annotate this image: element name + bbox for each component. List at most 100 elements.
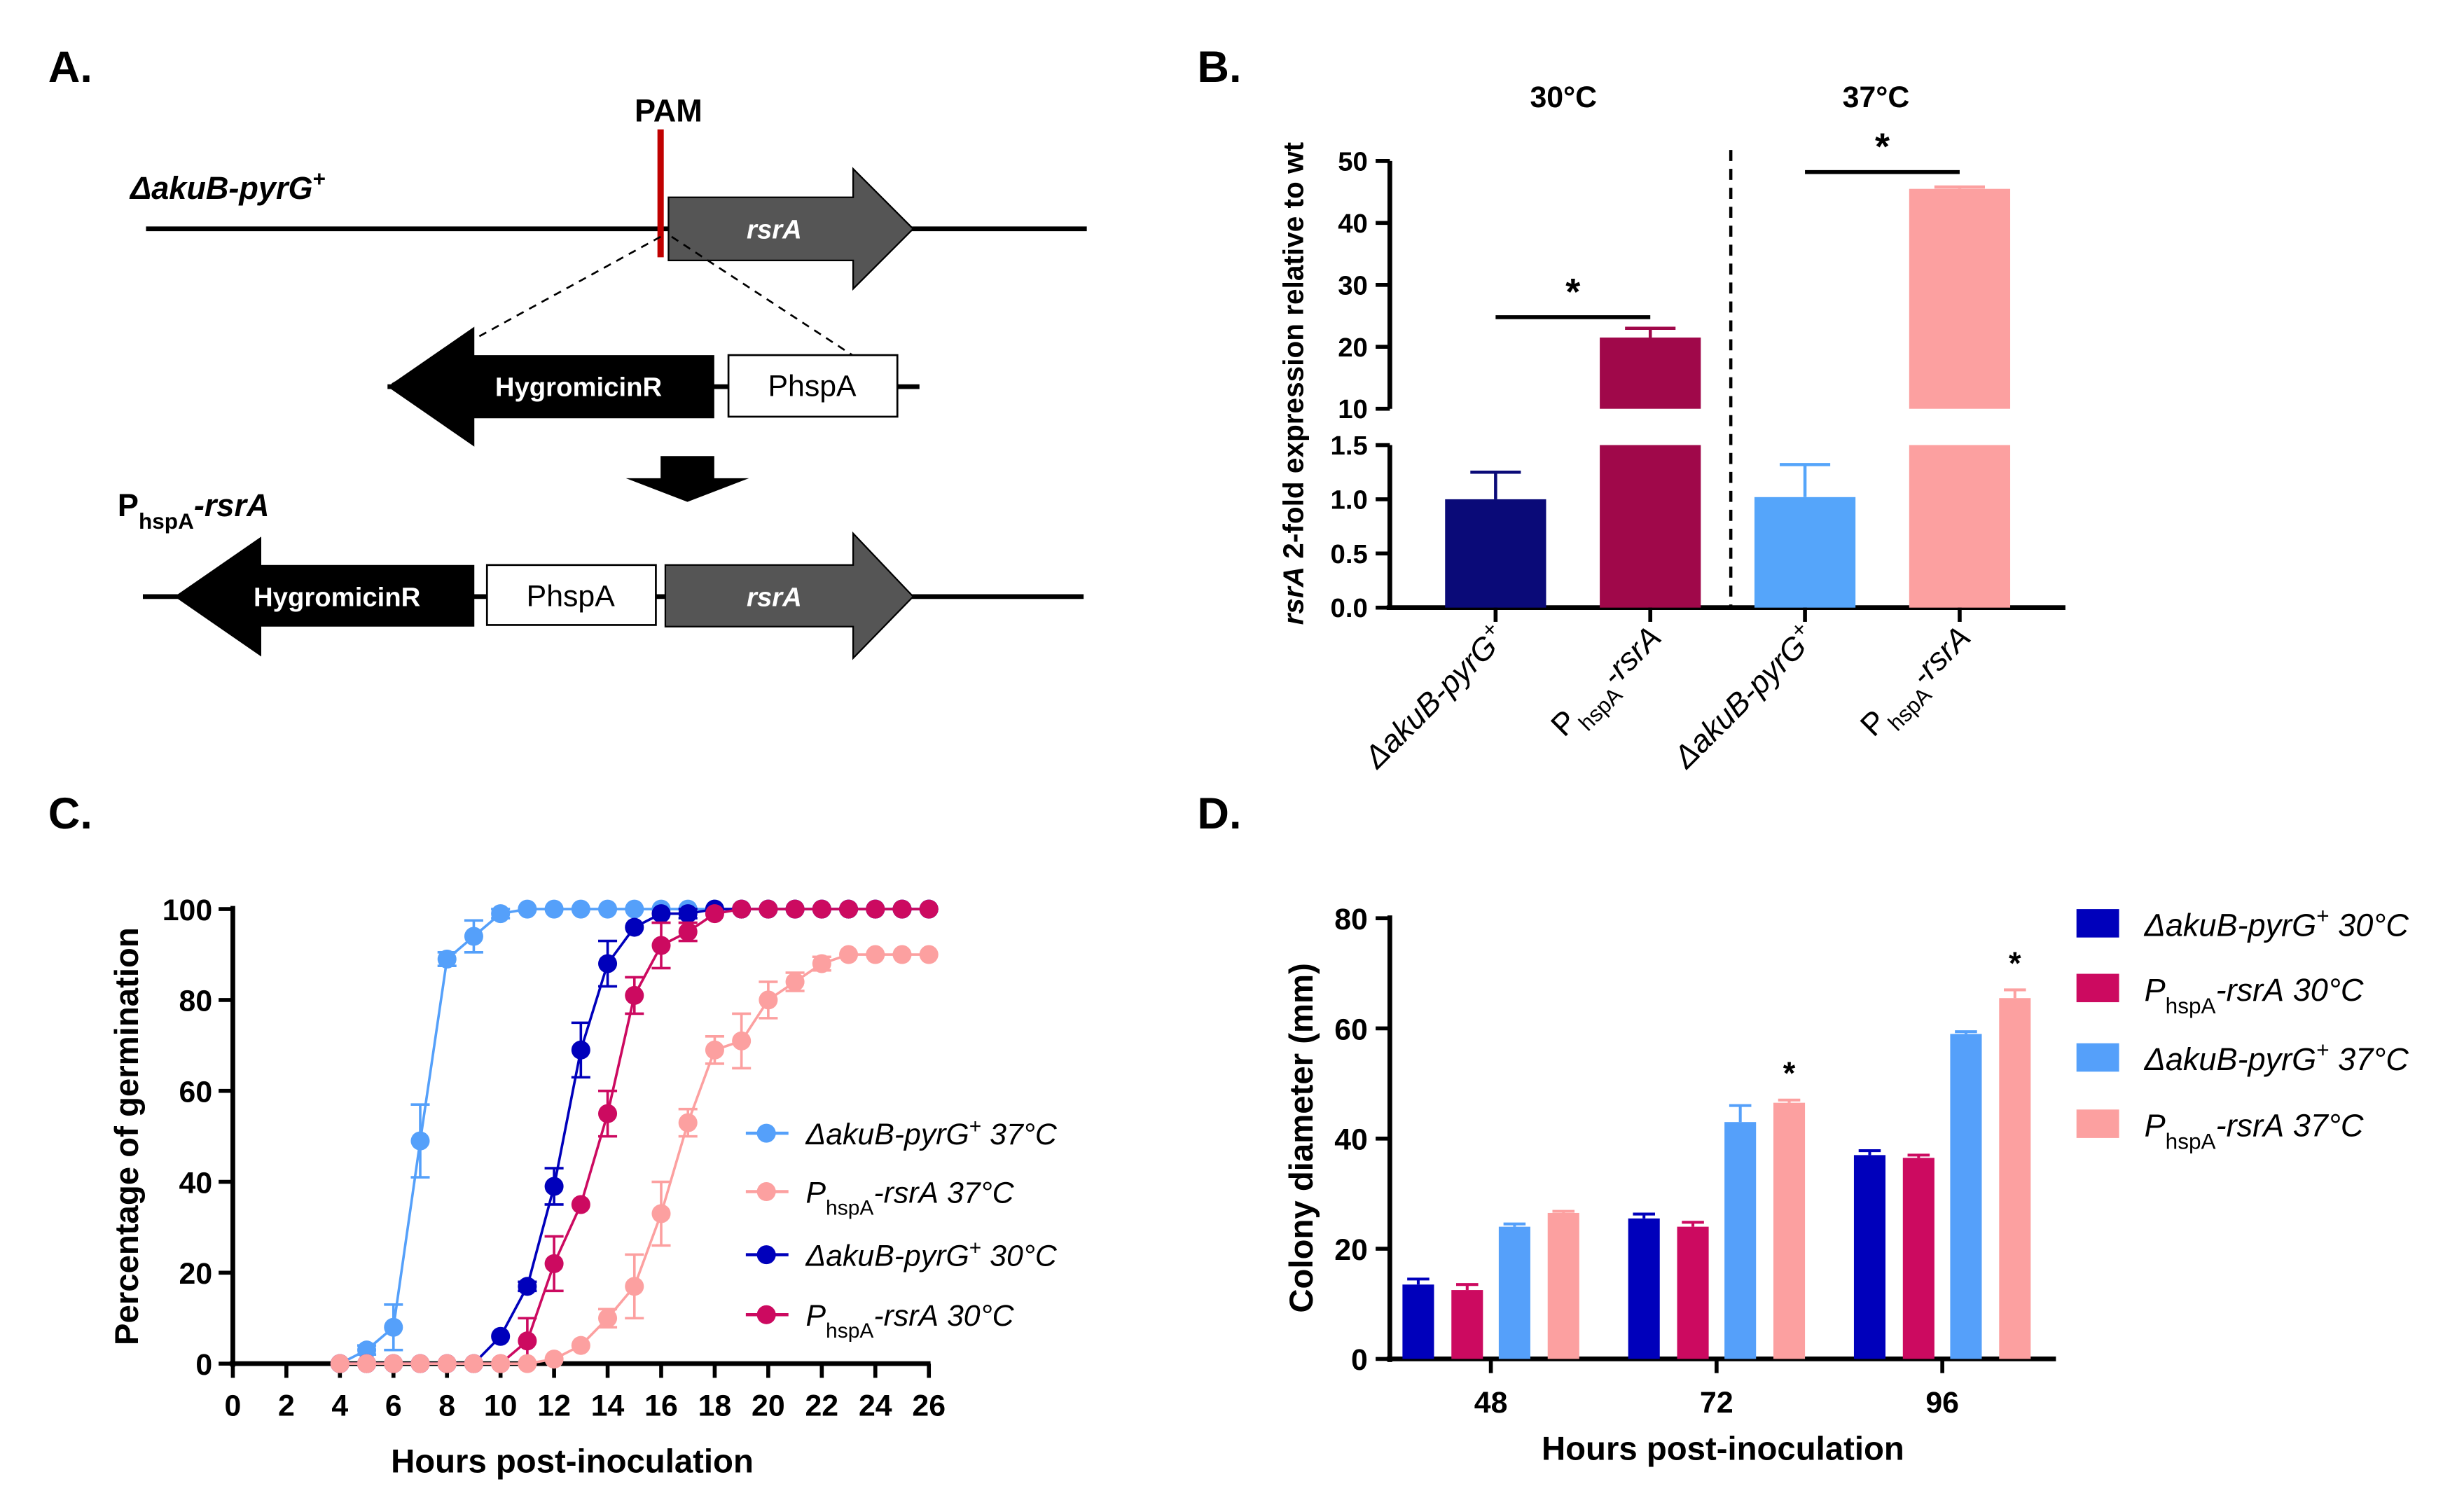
c-data-point <box>437 949 457 969</box>
c-legend-label-sup: + <box>969 1236 982 1259</box>
d-bar <box>1950 1034 1982 1359</box>
c-x-axis-label: Hours post-inoculation <box>391 1443 754 1480</box>
d-xtick-label: 96 <box>1925 1386 1959 1420</box>
c-data-point <box>518 1277 537 1296</box>
c-xtick-label: 20 <box>752 1389 785 1423</box>
c-legend-label-main: ΔakuB-pyrG <box>805 1118 969 1151</box>
c-series <box>330 945 939 1373</box>
c-data-point <box>625 985 644 1005</box>
d-bar <box>1402 1284 1434 1359</box>
c-data-point <box>625 1277 644 1296</box>
d-legend-swatch <box>2076 1043 2119 1072</box>
b-category-label: ΔakuB-pyrG+ <box>1354 616 1514 775</box>
d-legend-label-main: P <box>2145 972 2166 1008</box>
d-legend-label: PhspA-rsrA 37°C <box>2145 1108 2364 1154</box>
c-ytick-label: 60 <box>179 1076 213 1109</box>
strain-label-bottom-sub: hspA <box>139 508 194 534</box>
c-legend-label-main: ΔakuB-pyrG <box>805 1239 969 1272</box>
b-ytick-label: 0.5 <box>1331 539 1368 569</box>
b-category-label: PhspA-rsrA <box>1544 619 1675 751</box>
d-legend-label: ΔakuB-pyrG+ 30°C <box>2144 903 2409 943</box>
d-legend-label-sup: + <box>2316 1037 2329 1062</box>
c-data-point <box>598 1104 618 1123</box>
hygromycin-label: HygromicinR <box>495 373 662 403</box>
rsrA-gene-arrow <box>667 167 915 291</box>
c-data-point <box>812 899 831 919</box>
c-legend-label-suffix: 37°C <box>981 1118 1058 1151</box>
b-group-label-30: 30°C <box>1530 81 1597 114</box>
c-xtick-label: 12 <box>537 1389 571 1423</box>
d-significance-star: * <box>2009 945 2021 981</box>
d-legend-label: ΔakuB-pyrG+ 37°C <box>2144 1037 2409 1077</box>
d-legend-label-main: ΔakuB-pyrG <box>2144 1041 2317 1077</box>
d-legend-label-suffix: 37°C <box>2330 1041 2409 1077</box>
d-bar <box>1628 1218 1660 1359</box>
c-data-point <box>625 917 644 937</box>
c-legend-marker <box>756 1181 776 1202</box>
promoter-label: PhspA <box>768 370 857 403</box>
b-significance-star: * <box>1875 126 1890 168</box>
c-legend-label: PhspA-rsrA 37°C <box>806 1176 1015 1219</box>
c-data-point <box>571 899 590 919</box>
c-legend-label-sub: hspA <box>826 1196 873 1219</box>
c-data-point <box>357 1340 377 1360</box>
b-ytick-label: 40 <box>1338 209 1368 239</box>
promoter-label-edited: PhspA <box>527 579 616 613</box>
c-data-point <box>812 954 831 973</box>
b-y-axis-label-rest: 2-fold expression relative to wt <box>1277 142 1309 567</box>
pam-label: PAM <box>635 93 702 129</box>
c-data-point <box>437 1354 457 1373</box>
c-data-point <box>491 1326 511 1346</box>
c-data-point <box>571 1336 590 1355</box>
b-y-axis-label-gene: rsrA <box>1277 567 1309 625</box>
b-ytick-label: 20 <box>1338 333 1368 363</box>
d-legend-label-suffix: 30°C <box>2330 907 2409 943</box>
hygromycin-label-edited: HygromicinR <box>254 582 420 612</box>
c-ytick-label: 20 <box>179 1257 213 1291</box>
d-bar <box>1853 1155 1886 1359</box>
c-data-point <box>357 1354 377 1373</box>
c-data-point <box>625 899 644 919</box>
c-ytick-label: 100 <box>162 894 212 927</box>
chart-c-germination: 0 2 4 6 8 10 12 14 16 18 20 22 24 26020406080100Hours… <box>109 894 1058 1480</box>
c-data-point <box>598 954 618 973</box>
rsrA-gene-label: rsrA <box>747 214 802 244</box>
c-data-point <box>384 1354 403 1373</box>
d-bar <box>1498 1226 1530 1359</box>
c-y-axis-label: Percentage of germination <box>109 927 146 1345</box>
c-legend-label-main: P <box>806 1299 826 1333</box>
c-data-point <box>518 1331 537 1351</box>
d-ytick-label: 60 <box>1334 1013 1368 1046</box>
d-bar <box>1773 1102 1806 1359</box>
d-bar <box>1451 1290 1483 1359</box>
d-legend-label: PhspA-rsrA 30°C <box>2145 972 2364 1018</box>
c-ytick-label: 80 <box>179 985 213 1018</box>
c-xtick-label: 22 <box>805 1389 839 1423</box>
c-data-point <box>705 904 724 924</box>
d-legend-label-rest: -rsrA <box>2216 1108 2285 1144</box>
b-bar-upper <box>1600 337 1701 409</box>
d-legend-label-main: ΔakuB-pyrG <box>2144 907 2317 943</box>
c-data-point <box>866 899 885 919</box>
c-data-point <box>866 945 885 964</box>
b-significance-star: * <box>1565 271 1580 313</box>
b-category-label-rest: -rsrA <box>1594 619 1668 693</box>
c-legend-label-rest: -rsrA <box>873 1176 939 1209</box>
c-xtick-label: 10 <box>484 1389 518 1423</box>
chart-b-expression: 0.00.51.01.51020304050ΔakuB-pyrG+PhspA-r… <box>1277 81 2065 775</box>
panel-label-b: B. <box>1197 43 1241 92</box>
d-y-axis-label: Colony diameter (mm) <box>1283 963 1320 1312</box>
c-legend-marker <box>756 1123 776 1143</box>
promoter-box <box>727 354 899 418</box>
down-arrow-icon <box>625 456 749 502</box>
d-bar <box>1547 1212 1579 1359</box>
b-group-label-37: 37°C <box>1843 81 1910 114</box>
c-ytick-label: 0 <box>195 1348 212 1382</box>
d-legend-swatch <box>2076 909 2119 938</box>
c-xtick-label: 6 <box>385 1389 402 1423</box>
c-legend-marker <box>756 1245 776 1265</box>
d-xtick-label: 48 <box>1474 1386 1508 1420</box>
strain-label-bottom-rest: -rsrA <box>194 487 270 523</box>
